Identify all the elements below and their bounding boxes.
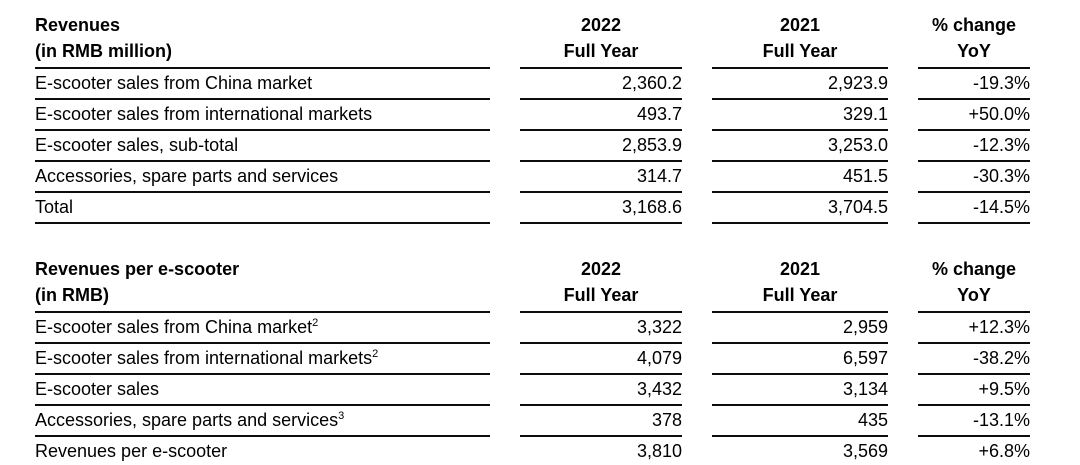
column-header-yoy: % change YoY	[918, 256, 1030, 313]
table-header-row: Revenues per e-scooter (in RMB) 2022 Ful…	[35, 256, 1030, 313]
value-2021: 3,569	[712, 437, 888, 465]
table-row: E-scooter sales, sub-total 2,853.9 3,253…	[35, 131, 1030, 162]
column-header-2021: 2021 Full Year	[712, 12, 888, 69]
value-2022: 2,360.2	[520, 69, 682, 100]
value-yoy: -12.3%	[918, 131, 1030, 162]
column-header-yoy: % change YoY	[918, 12, 1030, 69]
row-label: E-scooter sales from international marke…	[35, 100, 490, 131]
table-row: E-scooter sales from international marke…	[35, 100, 1030, 131]
value-2021: 329.1	[712, 100, 888, 131]
row-label: Total	[35, 193, 490, 224]
value-2021: 3,704.5	[712, 193, 888, 224]
value-yoy: -19.3%	[918, 69, 1030, 100]
value-yoy: +12.3%	[918, 313, 1030, 344]
row-label: E-scooter sales from China market2	[35, 313, 490, 344]
value-yoy: -13.1%	[918, 406, 1030, 437]
row-label: E-scooter sales, sub-total	[35, 131, 490, 162]
value-yoy: +9.5%	[918, 375, 1030, 406]
value-2021: 435	[712, 406, 888, 437]
row-label: E-scooter sales from international marke…	[35, 344, 490, 375]
value-2021: 3,134	[712, 375, 888, 406]
footnote-ref: 2	[312, 317, 319, 329]
value-2021: 2,923.9	[712, 69, 888, 100]
row-label: E-scooter sales from China market	[35, 69, 490, 100]
value-2022: 4,079	[520, 344, 682, 375]
table-row: Accessories, spare parts and services3 3…	[35, 406, 1030, 437]
value-yoy: -14.5%	[918, 193, 1030, 224]
table-row: Accessories, spare parts and services 31…	[35, 162, 1030, 193]
row-label: Accessories, spare parts and services3	[35, 406, 490, 437]
value-2022: 378	[520, 406, 682, 437]
table-row: E-scooter sales 3,432 3,134 +9.5%	[35, 375, 1030, 406]
table-header-row: Revenues (in RMB million) 2022 Full Year…	[35, 12, 1030, 69]
row-label: Revenues per e-scooter	[35, 437, 490, 465]
table-title: Revenues (in RMB million)	[35, 12, 490, 69]
value-2022: 2,853.9	[520, 131, 682, 162]
value-yoy: -30.3%	[918, 162, 1030, 193]
row-label: E-scooter sales	[35, 375, 490, 406]
table-row: E-scooter sales from international marke…	[35, 344, 1030, 375]
value-2022: 3,322	[520, 313, 682, 344]
table-title-line1: Revenues	[35, 15, 121, 35]
footnote-ref: 2	[372, 348, 379, 360]
table-row: E-scooter sales from China market 2,360.…	[35, 69, 1030, 100]
table-row-total: Total 3,168.6 3,704.5 -14.5%	[35, 193, 1030, 224]
table-row-total: Revenues per e-scooter 3,810 3,569 +6.8%	[35, 437, 1030, 465]
value-2021: 2,959	[712, 313, 888, 344]
revenues-per-escooter-table: Revenues per e-scooter (in RMB) 2022 Ful…	[35, 256, 1030, 465]
table-row: E-scooter sales from China market2 3,322…	[35, 313, 1030, 344]
column-header-2022: 2022 Full Year	[520, 12, 682, 69]
value-2022: 3,432	[520, 375, 682, 406]
value-yoy: +6.8%	[918, 437, 1030, 465]
revenues-table: Revenues (in RMB million) 2022 Full Year…	[35, 12, 1030, 224]
value-yoy: +50.0%	[918, 100, 1030, 131]
column-header-2021: 2021 Full Year	[712, 256, 888, 313]
table-title-line2: (in RMB million)	[35, 41, 172, 61]
column-header-2022: 2022 Full Year	[520, 256, 682, 313]
table-title: Revenues per e-scooter (in RMB)	[35, 256, 490, 313]
row-label: Accessories, spare parts and services	[35, 162, 490, 193]
table-title-line1: Revenues per e-scooter	[35, 259, 240, 279]
footnote-ref: 3	[338, 410, 345, 422]
value-2021: 6,597	[712, 344, 888, 375]
value-2021: 3,253.0	[712, 131, 888, 162]
value-2021: 451.5	[712, 162, 888, 193]
table-title-line2: (in RMB)	[35, 285, 109, 305]
value-2022: 493.7	[520, 100, 682, 131]
value-2022: 314.7	[520, 162, 682, 193]
value-2022: 3,810	[520, 437, 682, 465]
value-yoy: -38.2%	[918, 344, 1030, 375]
value-2022: 3,168.6	[520, 193, 682, 224]
